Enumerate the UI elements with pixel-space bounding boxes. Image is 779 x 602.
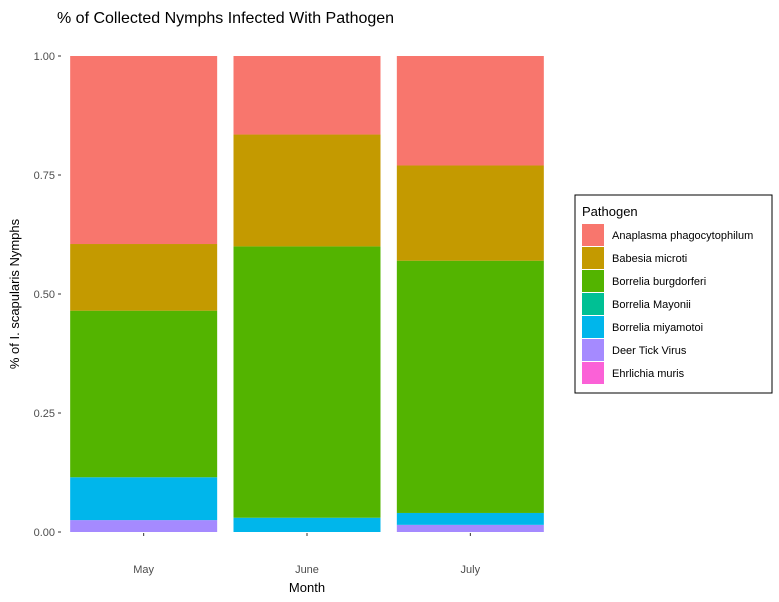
legend-label-3: Borrelia Mayonii [612,299,691,311]
legend-key-2 [582,270,604,292]
bar-segment-june-1 [233,134,381,247]
legend-label-0: Anaplasma phagocytophilum [612,230,753,242]
legend-label-4: Borrelia miyamotoi [612,322,703,334]
bar-segment-july-2 [396,260,544,513]
bar-segment-june-0 [233,56,381,135]
y-tick-label-0: 0.00 [34,527,55,539]
chart-title: % of Collected Nymphs Infected With Path… [57,10,394,27]
y-tick-label-4: 1.00 [34,51,55,63]
legend-title: Pathogen [582,204,638,219]
x-tick-label-july: July [461,564,481,576]
bar-segment-july-4 [396,512,544,525]
legend-label-1: Babesia microti [612,253,687,265]
bar-segment-may-5 [70,520,218,532]
legend-label-6: Ehrlichia muris [612,368,685,380]
bar-segment-may-1 [70,244,218,311]
legend-key-4 [582,316,604,338]
bar-segment-may-2 [70,310,218,478]
bars-layer [70,56,544,532]
legend-items: Anaplasma phagocytophilum Babesia microti… [582,224,753,384]
legend-key-6 [582,362,604,384]
legend-key-3 [582,293,604,315]
x-axis: May June July [133,533,481,576]
legend-key-1 [582,247,604,269]
bar-segment-july-5 [396,524,544,532]
y-axis: 0.00 0.25 0.50 0.75 1.00 [34,51,61,539]
y-tick-label-2: 0.50 [34,289,55,301]
x-tick-label-may: May [133,564,154,576]
legend-key-5 [582,339,604,361]
bar-segment-june-2 [233,246,381,518]
bar-segment-may-4 [70,477,218,521]
legend-label-5: Deer Tick Virus [612,345,687,357]
y-axis-title: % of I. scapularis Nymphs [7,218,22,369]
legend-box [574,194,773,394]
y-tick-label-3: 0.75 [34,170,55,182]
y-tick-label-1: 0.25 [34,408,55,420]
bar-segment-july-0 [396,56,544,166]
legend-key-0 [582,224,604,246]
legend-label-2: Borrelia burgdorferi [612,276,706,288]
x-axis-title: Month [289,580,325,595]
bar-segment-june-4 [233,517,381,532]
legend: Pathogen Anaplasma phagocytophilum Babesi… [574,194,773,394]
bar-segment-may-0 [70,56,218,245]
bar-segment-july-1 [396,165,544,261]
x-tick-label-june: June [295,564,319,576]
